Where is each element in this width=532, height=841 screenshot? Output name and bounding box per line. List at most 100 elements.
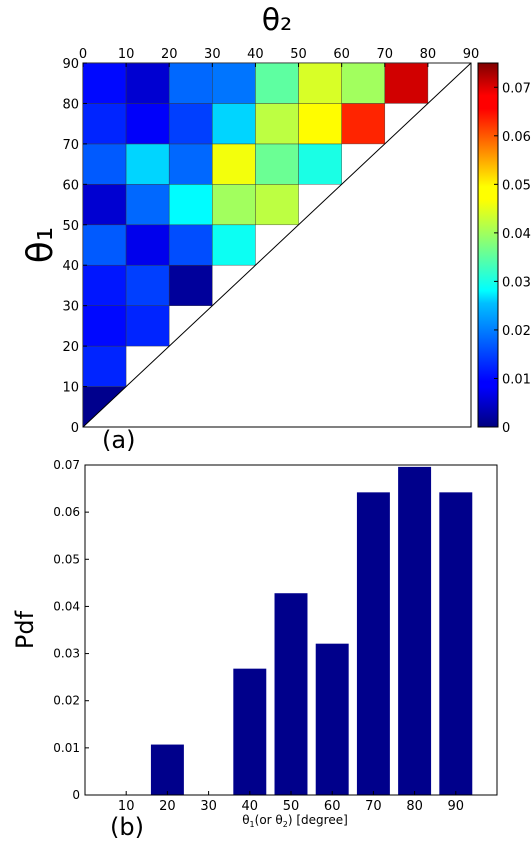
bar-y-tick-label: 0.01: [53, 741, 80, 755]
bar-x-ticks: 10 20 30 40 50 60 70 80 90: [118, 791, 464, 814]
heatmap-cell: [255, 184, 299, 226]
bar-y-tick-label: 0.04: [53, 599, 80, 613]
heatmap-cell: [82, 143, 127, 185]
heatmap-cell: [298, 143, 342, 185]
heatmap-x-tick-label: 40: [247, 47, 264, 62]
bar-40: [233, 668, 267, 795]
heatmap-cell: [82, 305, 127, 347]
colorbar-tick-label: 0.05: [502, 178, 531, 193]
colorbar-ticks: 0 0.01 0.02 0.03 0.04 0.05 0.06 0.07: [494, 81, 531, 436]
bar-x-tick-label: 20: [159, 799, 176, 814]
heatmap-x-tick-label: 20: [161, 47, 178, 62]
heatmap-cell: [255, 103, 299, 145]
heatmap-cell: [298, 62, 342, 104]
bar-x-label-end: ) [degree]: [288, 813, 348, 827]
colorbar: 0 0.01 0.02 0.03 0.04 0.05 0.06 0.07: [477, 62, 531, 436]
heatmap-cell: [82, 265, 127, 306]
colorbar-tick-label: 0.04: [502, 227, 531, 242]
heatmap-x-tick-label: 60: [333, 47, 350, 62]
heatmap-cell: [125, 305, 170, 347]
heatmap-x-tick-label: 0: [79, 47, 87, 62]
heatmap-y-tick-label: 30: [62, 300, 79, 315]
heatmap-diagonal: [82, 62, 472, 428]
heatmap-cell: [212, 143, 256, 185]
heatmap-cell: [125, 265, 170, 306]
heatmap-y-tick-label: 70: [62, 138, 79, 153]
heatmap-cell: [168, 184, 213, 226]
bar-50: [274, 593, 308, 795]
bar-x-tick-label: 30: [200, 799, 217, 814]
bar-x-label-theta1: θ: [242, 813, 249, 827]
heatmap-cell: [168, 265, 213, 306]
heatmap-x-tick-label: 90: [463, 47, 480, 62]
heatmap-cell: [255, 143, 299, 185]
bar-x-tick-label: 10: [118, 799, 135, 814]
heatmap-x-label: θ₂: [262, 3, 292, 38]
colorbar-tick-label: 0.07: [502, 81, 531, 96]
heatmap-y-tick-label: 10: [62, 381, 79, 396]
heatmap-cell: [82, 224, 127, 266]
colorbar-tick-label: 0.03: [502, 275, 531, 290]
heatmap-cell: [341, 62, 385, 104]
heatmap-cell: [82, 62, 127, 104]
heatmap-cell: [168, 224, 213, 266]
heatmap-cell: [125, 184, 170, 226]
heatmap-x-tick-label: 10: [118, 47, 135, 62]
heatmap-cell: [82, 345, 127, 387]
bar-x-label: θ1(or θ2) [degree]: [242, 813, 348, 829]
heatmap-cell: [125, 62, 170, 104]
bar-x-label-sub1: 1: [250, 820, 255, 829]
colorbar-gradient: [477, 62, 499, 428]
heatmap-cell: [125, 143, 170, 185]
colorbar-tick-label: 0.02: [502, 324, 531, 339]
heatmap-y-tick-label: 20: [62, 340, 79, 355]
heatmap-cell: [168, 103, 213, 145]
heatmap-cell: [212, 224, 256, 266]
heatmap-y-tick-label: 50: [62, 219, 79, 234]
heatmap-cell: [125, 224, 170, 266]
heatmap-x-tick-label: 50: [290, 47, 307, 62]
bar-panel: 10 20 30 40 50 60 70 80 90 0 0.01 0.02 0.03 0.04 0.05…: [11, 458, 498, 841]
heatmap-cell: [255, 62, 299, 104]
heatmap-cell: [82, 184, 127, 226]
heatmap-x-tick-label: 70: [377, 47, 394, 62]
bar-y-tick-label: 0.02: [53, 694, 80, 708]
panel-label-b: (b): [110, 813, 144, 841]
bar-20: [150, 744, 184, 795]
heatmap-x-tick-label: 30: [204, 47, 221, 62]
heatmap-cell: [168, 62, 213, 104]
bar-x-tick-label: 80: [406, 799, 423, 814]
bar-x-tick-label: 50: [283, 799, 300, 814]
bar-60: [315, 643, 349, 795]
heatmap-y-tick-label: 60: [62, 178, 79, 193]
heatmap-cell: [341, 103, 385, 145]
heatmap-cell: [298, 103, 342, 145]
bar-x-label-sub2: 2: [283, 820, 288, 829]
colorbar-tick-label: 0: [502, 421, 510, 436]
heatmap-y-tick-label: 80: [62, 97, 79, 112]
heatmap-cells: [82, 62, 471, 428]
heatmap-panel: 0 10 20 30 40 50 60 70 80 90 0102030405060708090 …: [20, 3, 479, 454]
bar-y-tick-label: 0: [72, 788, 80, 802]
bar-70: [356, 492, 390, 795]
bar-x-tick-label: 40: [242, 799, 259, 814]
bars: [150, 466, 473, 795]
bar-90: [439, 492, 473, 795]
heatmap-y-label: θ₁: [20, 227, 61, 263]
heatmap-y-tick-label: 40: [62, 259, 79, 274]
heatmap-cell: [212, 103, 256, 145]
colorbar-tick-label: 0.06: [502, 130, 531, 145]
bar-y-tick-label: 0.06: [53, 505, 80, 519]
heatmap-y-tick-label: 0: [71, 421, 79, 436]
heatmap-cell: [212, 184, 256, 226]
bar-y-tick-label: 0.03: [53, 647, 80, 661]
colorbar-tick-label: 0.01: [502, 372, 531, 387]
heatmap-cell: [384, 62, 429, 104]
heatmap-cell: [212, 62, 256, 104]
heatmap-x-tick-label: 80: [420, 47, 437, 62]
heatmap-x-ticks: 0 10 20 30 40 50 60 70 80 90: [79, 47, 479, 67]
heatmap-cell: [82, 103, 127, 145]
bar-x-tick-label: 90: [448, 799, 465, 814]
heatmap-cell: [125, 103, 170, 145]
bar-80: [398, 466, 432, 795]
